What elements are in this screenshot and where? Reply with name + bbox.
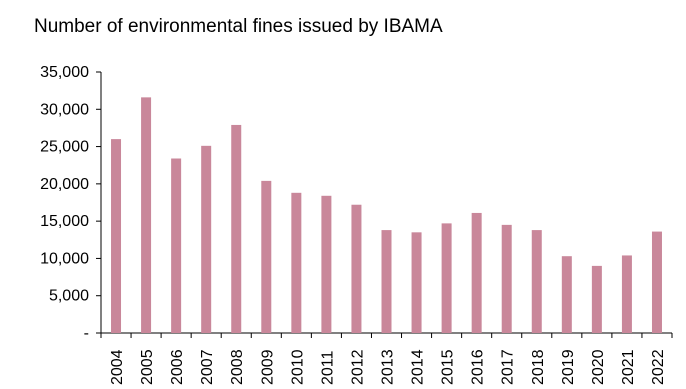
bar [501,224,512,333]
x-tick-label: 2019 [560,349,577,385]
x-tick-label: 2012 [349,349,366,385]
x-tick-label: 2011 [319,350,336,385]
x-tick-label: 2007 [199,349,216,385]
bar [381,230,392,333]
bar [291,192,302,333]
bar [621,255,632,333]
bar [441,223,452,333]
x-tick-label: 2006 [169,349,186,385]
bar [261,180,272,333]
y-tick-label: 10,000 [40,250,89,267]
y-tick-label: 15,000 [40,213,89,230]
bar [201,145,212,333]
y-tick-label: 25,000 [40,139,89,156]
x-tick-label: 2014 [410,349,427,385]
x-tick-label: 2010 [289,349,306,385]
y-tick-label: 5,000 [49,288,89,305]
x-tick-label: 2005 [139,349,156,385]
y-tick-label: 30,000 [40,101,89,118]
y-tick-label: 20,000 [40,176,89,193]
x-tick-label: 2013 [380,349,397,385]
bar [591,265,602,333]
x-tick-label: 2008 [229,349,246,385]
y-tick-label: 35,000 [40,64,89,81]
bar [651,231,662,333]
x-tick-label: 2009 [259,349,276,385]
bar [561,256,572,333]
x-tick-label: 2021 [620,349,637,385]
bar [231,124,242,334]
x-tick-label: 2022 [650,349,667,385]
bar [141,97,152,334]
bar [411,232,422,333]
x-tick-label: 2004 [109,349,126,385]
x-tick-label: 2015 [440,349,457,385]
bar [351,204,362,333]
y-tick-label: - [84,325,89,342]
x-tick-label: 2017 [500,349,517,385]
bar [321,195,332,333]
x-tick-label: 2018 [530,349,547,385]
x-tick-label: 2020 [590,349,607,385]
x-tick-label: 2016 [470,349,487,385]
bar [111,139,122,333]
bar [531,230,542,333]
chart-title: Number of environmental fines issued by … [34,16,443,37]
bar [171,158,182,333]
bar [471,212,482,333]
